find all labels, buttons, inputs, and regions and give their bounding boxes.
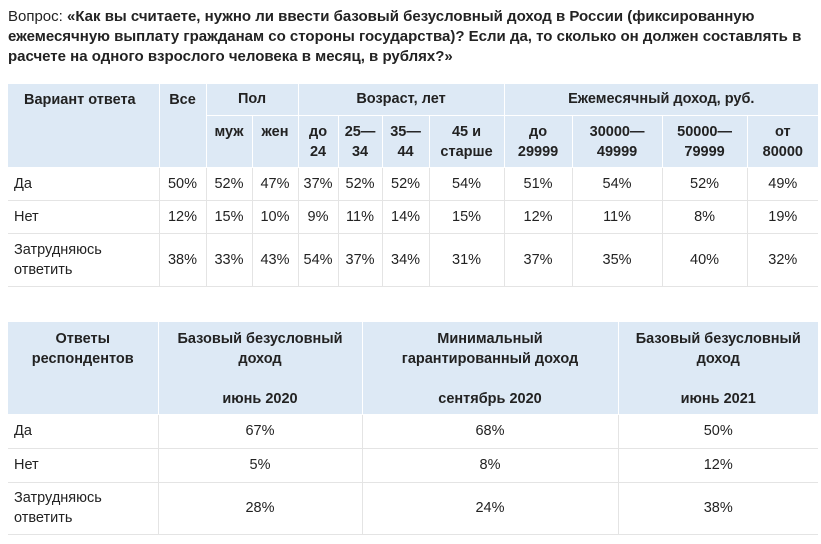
header-spacer (159, 369, 362, 389)
table-cell: 50% (618, 414, 818, 449)
table-cell: 50% (159, 167, 207, 201)
table-cell: 52% (382, 167, 430, 201)
table-cell: 10% (252, 200, 299, 234)
question-prefix: Вопрос: (8, 8, 67, 25)
table-cell: 68% (362, 414, 619, 449)
table-cell: 15% (429, 200, 505, 234)
table-cell: 35% (572, 233, 663, 287)
column-header-title: Базовый безусловный доход (635, 331, 801, 367)
table-cell: 37% (504, 233, 573, 287)
column-header-title: Ответы респондентов (31, 331, 134, 367)
table-cell: 9% (298, 200, 339, 234)
header-spacer (8, 369, 158, 389)
table-cell: 52% (206, 167, 253, 201)
subheader-cell: до 29999 (504, 115, 573, 168)
row-label: Нет (8, 448, 159, 483)
table-cell: 49% (747, 167, 819, 201)
table-cell: 11% (338, 200, 383, 234)
row-label: Затрудняюсь ответить (8, 233, 160, 287)
header-all: Все (159, 84, 207, 168)
column-header-date: июнь 2021 (680, 391, 756, 407)
survey-question: Вопрос: «Как вы считаете, нужно ли ввест… (8, 7, 816, 67)
subheader-cell: от 80000 (747, 115, 819, 168)
header-variant: Вариант ответа (8, 84, 160, 168)
column-header: Базовый безусловный доход июнь 2021 (618, 322, 819, 415)
header-spacer (363, 369, 618, 389)
table1-body: Да 50% 52% 47% 37% 52% 52% 54% 51% 54% 52% 49% Нет 12… (8, 167, 819, 287)
table-row: Да 50% 52% 47% 37% 52% 52% 54% 51% 54% 52% 49% (8, 167, 819, 201)
subheader-cell: 50000— 79999 (662, 115, 748, 168)
table-by-demographics: Вариант ответа Все Пол Возраст, лет Ежем… (8, 84, 819, 287)
header-age: Возраст, лет (298, 84, 505, 116)
table-row: Затрудняюсь ответить 38% 33% 43% 54% 37% 34% 31%… (8, 233, 819, 287)
table-row: Затрудняюсь ответить 28% 24% 38% (8, 482, 818, 535)
table-cell: 37% (338, 233, 383, 287)
row-label: Да (8, 414, 159, 449)
table-cell: 40% (662, 233, 748, 287)
table-cell: 5% (158, 448, 363, 483)
column-header-title: Минимальный гарантированный доход (401, 331, 579, 367)
table-cell: 12% (618, 448, 818, 483)
subheader-cell: 30000— 49999 (572, 115, 663, 168)
subheader-cell: 35— 44 (382, 115, 430, 168)
table-row: Да 67% 68% 50% (8, 414, 818, 449)
subheader-cell: 25— 34 (338, 115, 383, 168)
table-cell: 24% (362, 482, 619, 535)
row-label: Затрудняюсь ответить (8, 482, 159, 535)
table-cell: 11% (572, 200, 663, 234)
header-income: Ежемесячный доход, руб. (504, 84, 819, 116)
table-row: Нет 12% 15% 10% 9% 11% 14% 15% 12% 11% 8% 19% (8, 200, 819, 234)
table-cell: 52% (662, 167, 748, 201)
table-cell: 33% (206, 233, 253, 287)
table-cell: 54% (429, 167, 505, 201)
table-cell: 14% (382, 200, 430, 234)
subheader-cell: 45 и старше (429, 115, 505, 168)
subheader-cell: жен (252, 115, 299, 168)
table2-header-row: Ответы респондентов Базовый безусловный дох… (8, 322, 819, 415)
row-label: Нет (8, 200, 160, 234)
question-text: «Как вы считаете, нужно ли ввести базовы… (8, 8, 802, 65)
table-cell: 43% (252, 233, 299, 287)
table-cell: 37% (298, 167, 339, 201)
table-cell: 52% (338, 167, 383, 201)
column-header: Ответы респондентов (8, 322, 159, 415)
table-by-wave: Ответы респондентов Базовый безусловный дох… (8, 322, 818, 535)
subheader-row: муж жен до 24 25— 34 35— 44 45 и старше до 29999 300… (8, 115, 819, 168)
column-header: Базовый безусловный доход июнь 2020 (158, 322, 363, 415)
table-cell: 15% (206, 200, 253, 234)
table-cell: 32% (747, 233, 819, 287)
subheader-cell: до 24 (298, 115, 339, 168)
table-cell: 12% (159, 200, 207, 234)
table2-body: Да 67% 68% 50% Нет 5% 8% 12% Затрудняюсь ответить… (8, 414, 818, 535)
column-header-date: сентябрь 2020 (438, 391, 542, 407)
table-row: Нет 5% 8% 12% (8, 448, 818, 483)
column-header-title: Базовый безусловный доход (177, 331, 343, 367)
table-cell: 19% (747, 200, 819, 234)
row-label: Да (8, 167, 160, 201)
table-cell: 38% (159, 233, 207, 287)
header-sex: Пол (206, 84, 299, 116)
table-cell: 47% (252, 167, 299, 201)
table-cell: 34% (382, 233, 430, 287)
subheader-cell: муж (206, 115, 253, 168)
table-cell: 54% (298, 233, 339, 287)
table-cell: 8% (662, 200, 748, 234)
table-cell: 28% (158, 482, 363, 535)
table-cell: 8% (362, 448, 619, 483)
column-header-date: июнь 2020 (222, 391, 298, 407)
table-cell: 54% (572, 167, 663, 201)
table-cell: 38% (618, 482, 818, 535)
table-cell: 51% (504, 167, 573, 201)
table-cell: 12% (504, 200, 573, 234)
column-header: Минимальный гарантированный доход сентябрь… (362, 322, 619, 415)
table-cell: 67% (158, 414, 363, 449)
header-spacer (619, 369, 819, 389)
table-cell: 31% (429, 233, 505, 287)
